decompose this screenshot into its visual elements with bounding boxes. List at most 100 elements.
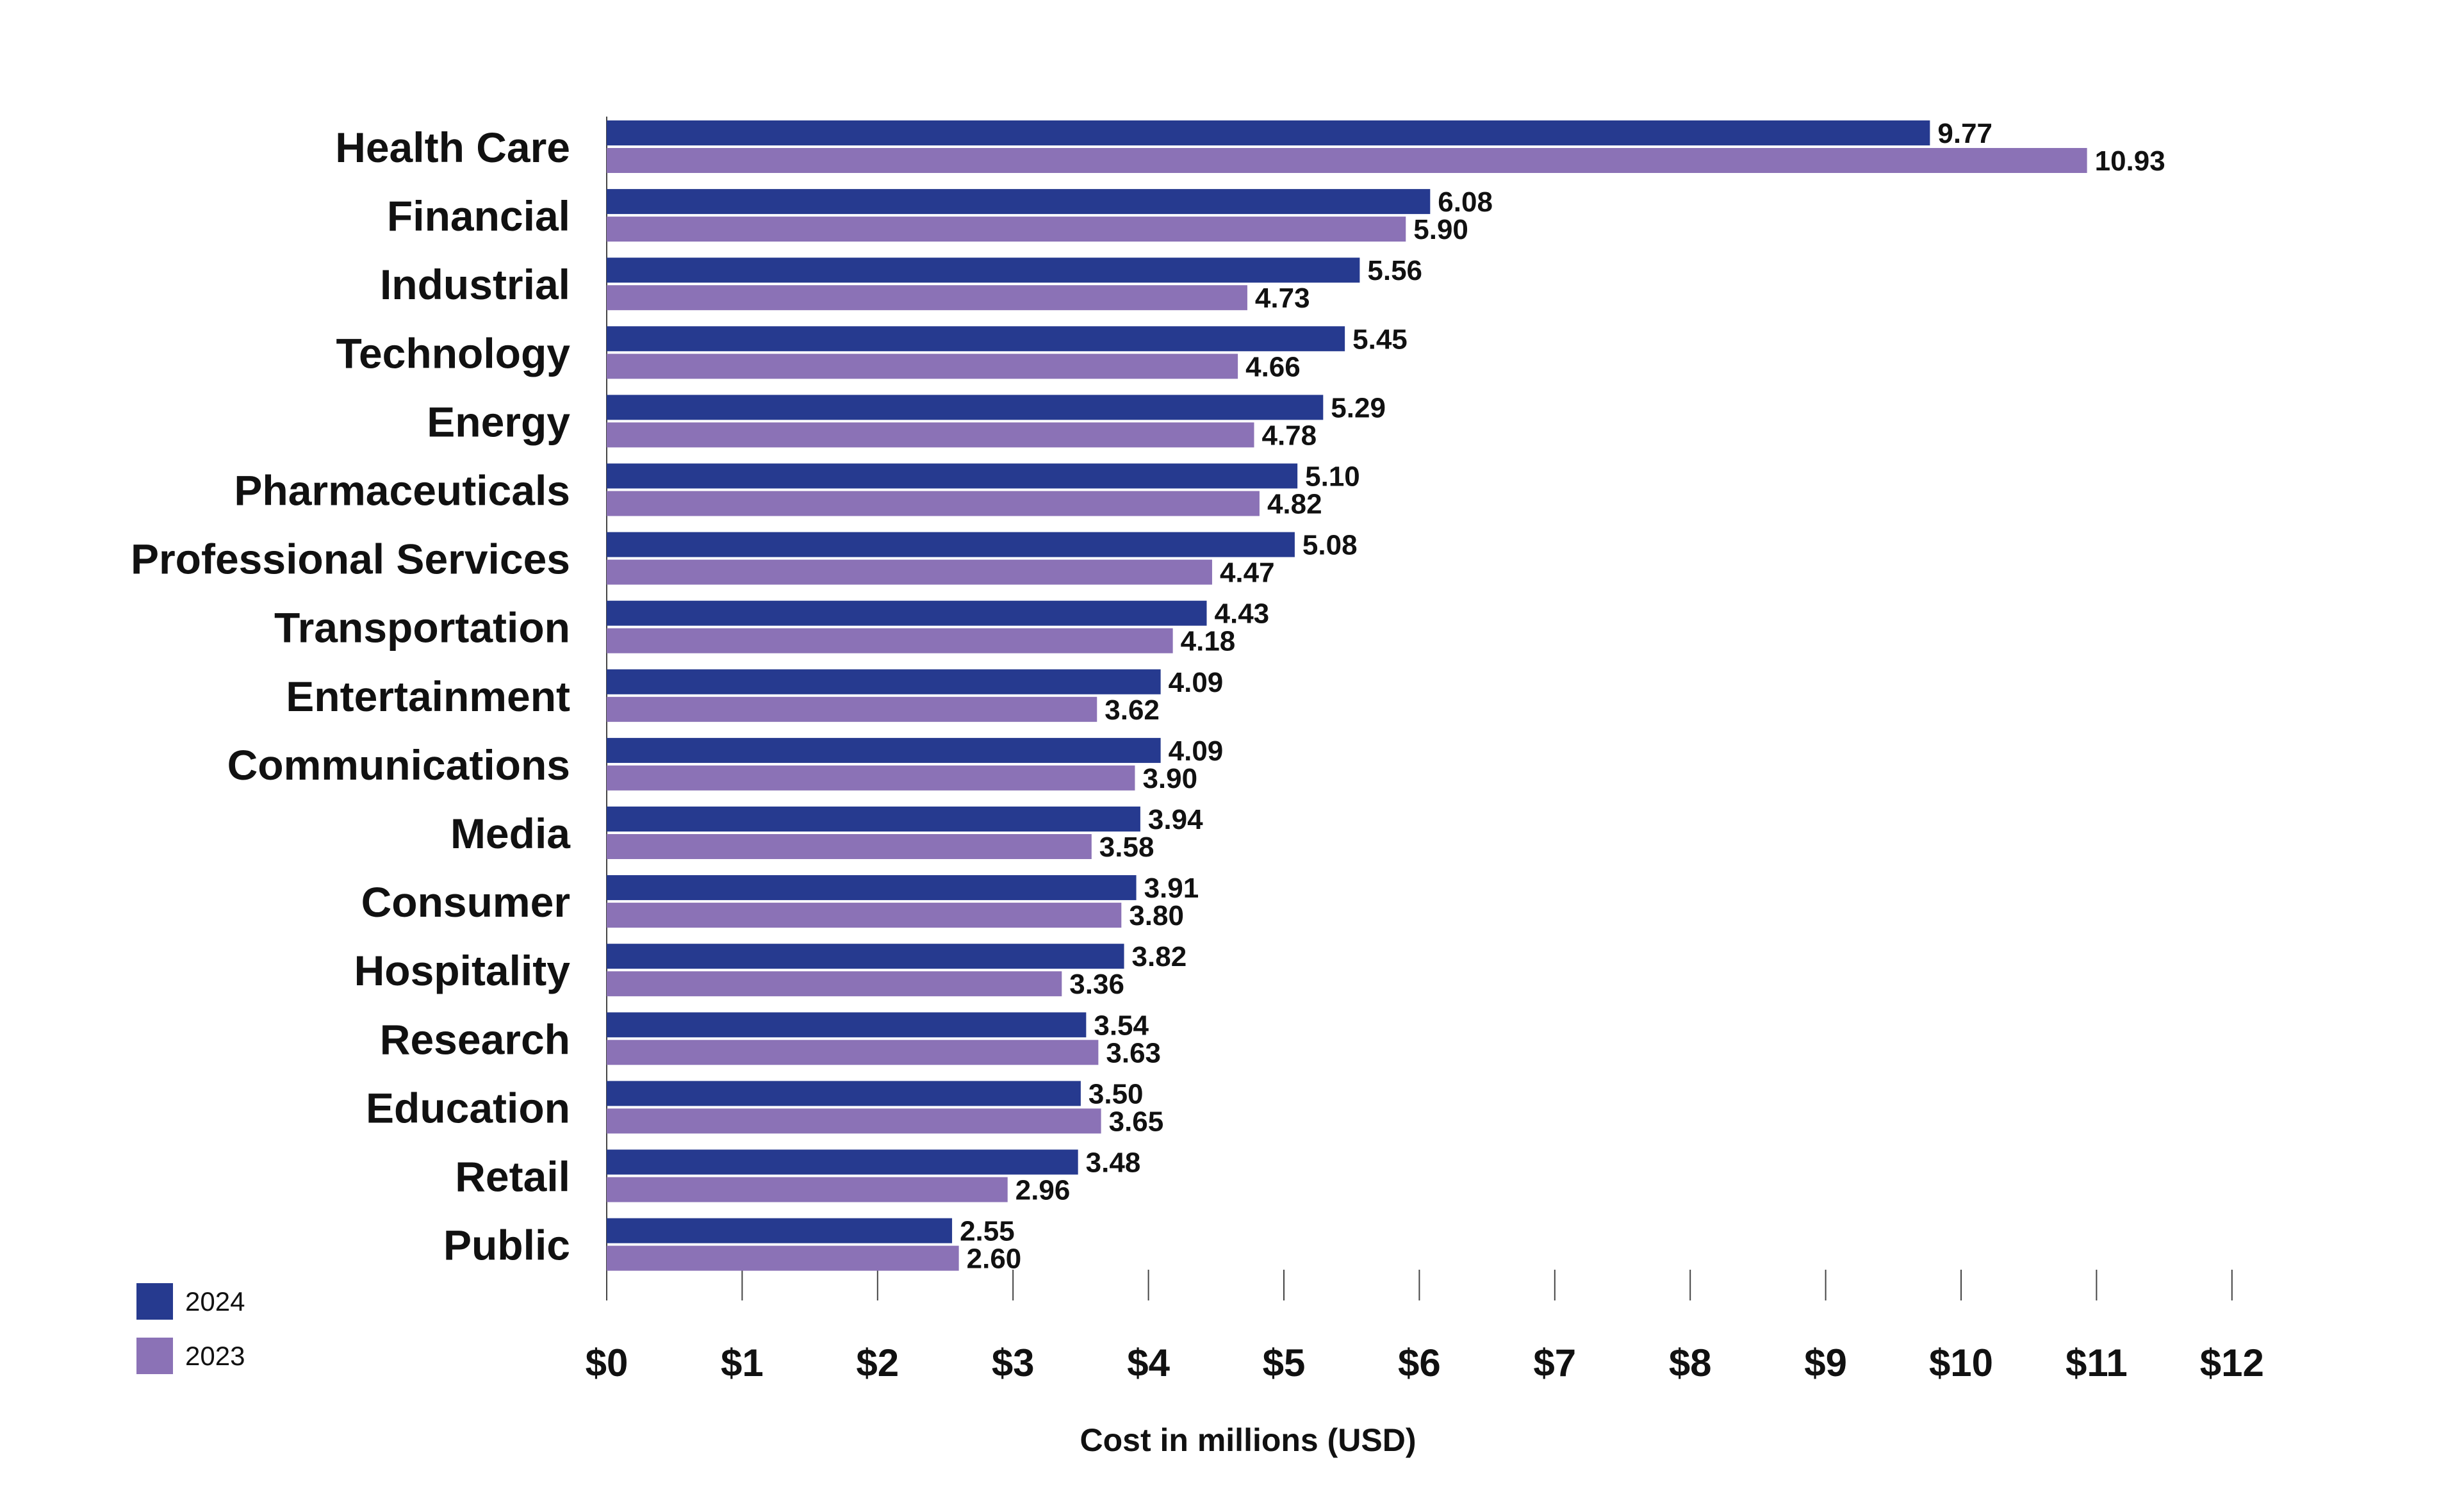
bar-transportation-2024 (607, 600, 1207, 626)
value-label-consumer-2023: 3.80 (1129, 900, 1184, 931)
value-label-industrial-2024: 5.56 (1367, 255, 1422, 286)
bar-retail-2023 (607, 1177, 1008, 1202)
value-label-professional-services-2024: 5.08 (1302, 530, 1358, 561)
category-label-transportation: Transportation (274, 604, 570, 652)
bar-research-2024 (607, 1012, 1087, 1038)
value-label-health-care-2024: 9.77 (1937, 118, 1992, 149)
value-label-health-care-2023: 10.93 (2095, 145, 2165, 177)
value-label-media-2024: 3.94 (1148, 804, 1203, 835)
x-tick-label-4: $4 (1127, 1341, 1170, 1384)
bar-financial-2023 (607, 217, 1406, 242)
value-label-education-2023: 3.65 (1109, 1106, 1164, 1137)
category-label-health-care: Health Care (335, 124, 570, 171)
bar-hospitality-2023 (607, 971, 1062, 997)
value-label-research-2023: 3.63 (1106, 1037, 1161, 1069)
bar-entertainment-2024 (607, 669, 1161, 694)
bar-research-2023 (607, 1040, 1099, 1065)
value-label-hospitality-2023: 3.36 (1069, 969, 1124, 1000)
bar-public-2023 (607, 1245, 959, 1271)
value-label-communications-2023: 3.90 (1142, 763, 1197, 794)
x-tick-label-6: $6 (1398, 1341, 1441, 1384)
value-label-pharmaceuticals-2024: 5.10 (1305, 461, 1360, 493)
bar-media-2024 (607, 807, 1140, 832)
category-label-education: Education (366, 1084, 570, 1131)
bar-industrial-2023 (607, 285, 1247, 311)
value-label-public-2023: 2.60 (967, 1243, 1022, 1275)
x-tick-label-1: $1 (721, 1341, 764, 1384)
bar-education-2024 (607, 1081, 1081, 1106)
value-label-retail-2023: 2.96 (1015, 1175, 1071, 1206)
category-label-media: Media (450, 810, 571, 857)
x-tick-label-12: $12 (2200, 1341, 2264, 1384)
bar-health-care-2024 (607, 120, 1930, 145)
value-label-energy-2024: 5.29 (1331, 392, 1386, 423)
bar-industrial-2024 (607, 258, 1360, 283)
value-label-technology-2023: 4.66 (1245, 351, 1301, 382)
x-tick-label-5: $5 (1263, 1341, 1306, 1384)
value-label-hospitality-2024: 3.82 (1132, 941, 1187, 972)
value-label-entertainment-2024: 4.09 (1169, 667, 1224, 698)
category-label-entertainment: Entertainment (286, 673, 570, 720)
legend-swatch-2023 (136, 1338, 173, 1374)
value-label-financial-2024: 6.08 (1438, 186, 1493, 218)
bar-consumer-2024 (607, 875, 1137, 901)
category-label-financial: Financial (387, 192, 570, 240)
category-label-research: Research (380, 1015, 570, 1063)
bar-transportation-2023 (607, 628, 1173, 653)
category-label-consumer: Consumer (361, 878, 570, 926)
legend-label-2023: 2023 (185, 1341, 245, 1371)
bar-consumer-2023 (607, 903, 1122, 928)
bar-hospitality-2024 (607, 944, 1124, 969)
bar-education-2023 (607, 1108, 1101, 1134)
legend-swatch-2024 (136, 1283, 173, 1320)
x-tick-label-8: $8 (1669, 1341, 1712, 1384)
x-tick-label-10: $10 (1929, 1341, 1993, 1384)
category-label-hospitality: Hospitality (354, 947, 571, 994)
bar-communications-2024 (607, 737, 1161, 763)
value-label-communications-2024: 4.09 (1169, 735, 1224, 767)
bar-financial-2024 (607, 189, 1431, 215)
value-label-technology-2024: 5.45 (1352, 324, 1408, 355)
value-label-industrial-2023: 4.73 (1255, 283, 1310, 314)
bar-energy-2024 (607, 395, 1324, 420)
value-label-retail-2024: 3.48 (1086, 1147, 1141, 1179)
x-tick-label-7: $7 (1533, 1341, 1576, 1384)
bar-technology-2023 (607, 354, 1238, 379)
category-label-energy: Energy (427, 398, 570, 445)
bar-technology-2024 (607, 326, 1345, 352)
x-tick-label-2: $2 (856, 1341, 899, 1384)
bar-professional-services-2023 (607, 559, 1212, 585)
x-tick-label-3: $3 (992, 1341, 1035, 1384)
bar-media-2023 (607, 834, 1092, 859)
category-label-industrial: Industrial (380, 261, 570, 308)
bar-communications-2023 (607, 765, 1135, 791)
x-axis-title: Cost in millions (USD) (1080, 1422, 1417, 1458)
value-label-transportation-2024: 4.43 (1215, 598, 1270, 630)
x-tick-label-0: $0 (586, 1341, 628, 1384)
bar-energy-2023 (607, 422, 1254, 448)
x-tick-label-9: $9 (1804, 1341, 1847, 1384)
value-label-public-2024: 2.55 (960, 1216, 1015, 1247)
value-label-pharmaceuticals-2023: 4.82 (1267, 489, 1322, 520)
value-label-energy-2023: 4.78 (1261, 420, 1317, 451)
category-label-retail: Retail (455, 1153, 570, 1201)
category-label-public: Public (443, 1222, 570, 1269)
value-label-education-2024: 3.50 (1088, 1078, 1144, 1110)
bar-pharmaceuticals-2024 (607, 463, 1298, 489)
value-label-professional-services-2023: 4.47 (1220, 557, 1275, 589)
value-label-entertainment-2023: 3.62 (1105, 694, 1160, 726)
bar-public-2024 (607, 1218, 953, 1243)
category-label-pharmaceuticals: Pharmaceuticals (234, 467, 570, 514)
bar-health-care-2023 (607, 148, 2087, 173)
bar-entertainment-2023 (607, 696, 1097, 722)
value-label-financial-2023: 5.90 (1413, 214, 1468, 245)
category-label-professional-services: Professional Services (131, 536, 570, 583)
legend-label-2024: 2024 (185, 1286, 245, 1316)
bar-retail-2024 (607, 1149, 1078, 1175)
bar-pharmaceuticals-2023 (607, 491, 1260, 516)
category-label-communications: Communications (227, 741, 570, 789)
category-label-technology: Technology (336, 329, 571, 377)
value-label-transportation-2023: 4.18 (1181, 626, 1236, 657)
